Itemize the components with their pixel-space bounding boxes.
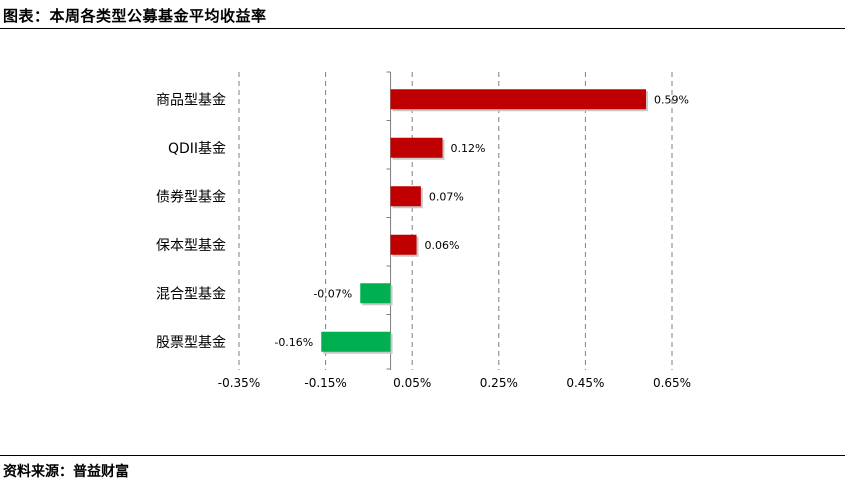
category-label: 股票型基金 — [156, 334, 226, 351]
x-tick-label: 0.65% — [653, 376, 691, 390]
data-label: 0.07% — [429, 190, 464, 203]
source-note: 资料来源：普益财富 — [3, 464, 129, 480]
x-tick-label: 0.05% — [393, 376, 431, 390]
bar — [390, 89, 647, 110]
category-label: 混合型基金 — [156, 285, 226, 302]
data-label: 0.12% — [451, 142, 486, 155]
x-tick-label: -0.35% — [218, 376, 260, 390]
bar — [390, 137, 443, 158]
chart-title: 图表：本周各类型公募基金平均收益率 — [3, 7, 267, 25]
bar — [390, 234, 417, 255]
data-label: -0.16% — [274, 336, 313, 349]
x-tick-label: 0.25% — [480, 376, 518, 390]
x-tick-label: -0.15% — [304, 376, 346, 390]
category-label: 保本型基金 — [156, 237, 226, 254]
footer-divider — [0, 455, 845, 456]
data-label: 0.59% — [654, 93, 689, 106]
category-label: QDII基金 — [168, 140, 226, 157]
bar — [360, 283, 391, 304]
x-tick-label: 0.45% — [566, 376, 604, 390]
bar — [321, 331, 391, 352]
bar — [390, 186, 421, 207]
data-label: 0.06% — [425, 239, 460, 252]
data-label: -0.07% — [313, 287, 352, 300]
title-divider — [0, 28, 845, 29]
category-label: 商品型基金 — [156, 91, 226, 108]
category-label: 债券型基金 — [156, 188, 226, 205]
